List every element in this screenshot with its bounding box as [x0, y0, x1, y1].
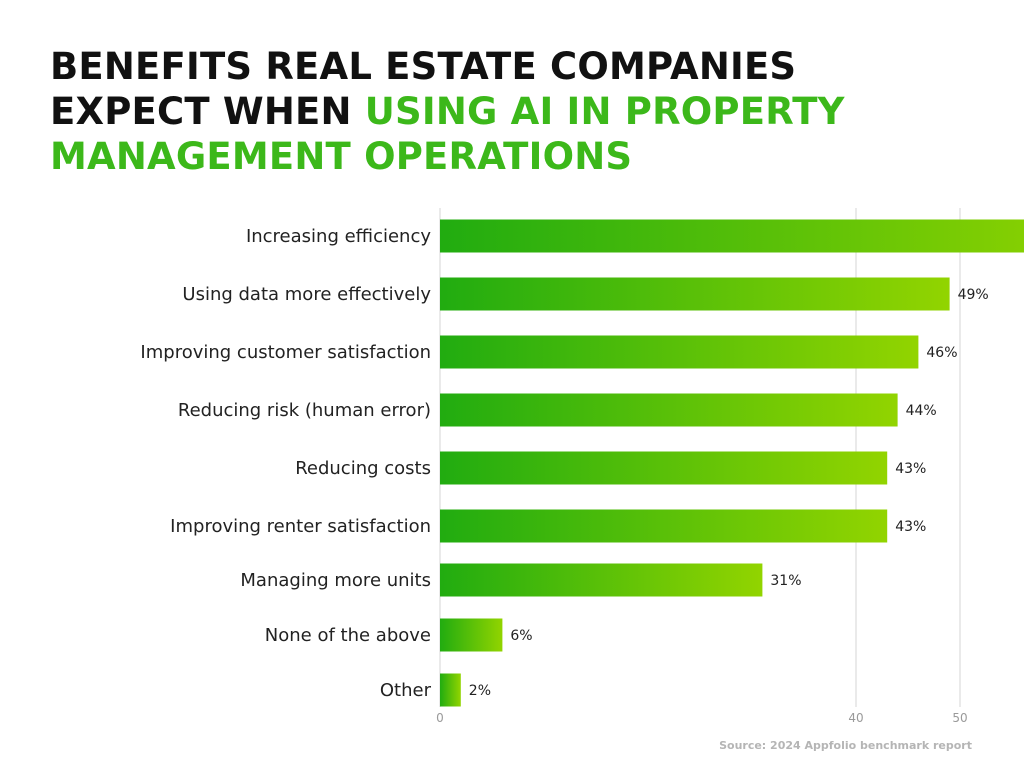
- value-label: 49%: [958, 287, 989, 303]
- bar: [440, 219, 1024, 253]
- bar: [440, 335, 919, 369]
- x-tick-label: 0: [436, 711, 444, 725]
- value-label: 31%: [770, 573, 801, 589]
- category-label: Other: [380, 680, 432, 701]
- bar: [440, 563, 763, 597]
- title-line-2-plain: EXPECT WHEN: [50, 90, 365, 133]
- x-tick-label: 40: [848, 711, 863, 725]
- category-label: Using data more effectively: [182, 284, 431, 305]
- category-label: None of the above: [265, 625, 431, 646]
- category-label: Improving renter satisfaction: [170, 516, 431, 537]
- labels: 040506070Increasing efficiency64%Using d…: [140, 226, 989, 725]
- title-line-3-accent: MANAGEMENT OPERATIONS: [50, 135, 633, 178]
- value-label: 46%: [926, 345, 957, 361]
- category-label: Reducing risk (human error): [178, 400, 431, 421]
- bar: [440, 673, 461, 707]
- category-label: Reducing costs: [295, 458, 431, 479]
- title-line-2-accent: USING AI IN PROPERTY: [364, 90, 845, 133]
- value-label: 43%: [895, 519, 926, 535]
- value-label: 6%: [510, 628, 532, 644]
- category-label: Managing more units: [240, 570, 431, 591]
- bar: [440, 618, 503, 652]
- bar: [440, 451, 888, 485]
- bars: [440, 219, 1024, 707]
- x-tick-label: 50: [952, 711, 967, 725]
- bar: [440, 277, 950, 311]
- source-note: Source: 2024 Appfolio benchmark report: [719, 739, 972, 752]
- value-label: 44%: [906, 403, 937, 419]
- category-label: Increasing efficiency: [246, 226, 431, 247]
- chart-title: BENEFITS REAL ESTATE COMPANIES EXPECT WHE…: [50, 44, 950, 179]
- value-label: 43%: [895, 461, 926, 477]
- value-label: 2%: [469, 683, 491, 699]
- title-line-1: BENEFITS REAL ESTATE COMPANIES: [50, 45, 797, 88]
- category-label: Improving customer satisfaction: [140, 342, 431, 363]
- bar: [440, 509, 888, 543]
- bar: [440, 393, 898, 427]
